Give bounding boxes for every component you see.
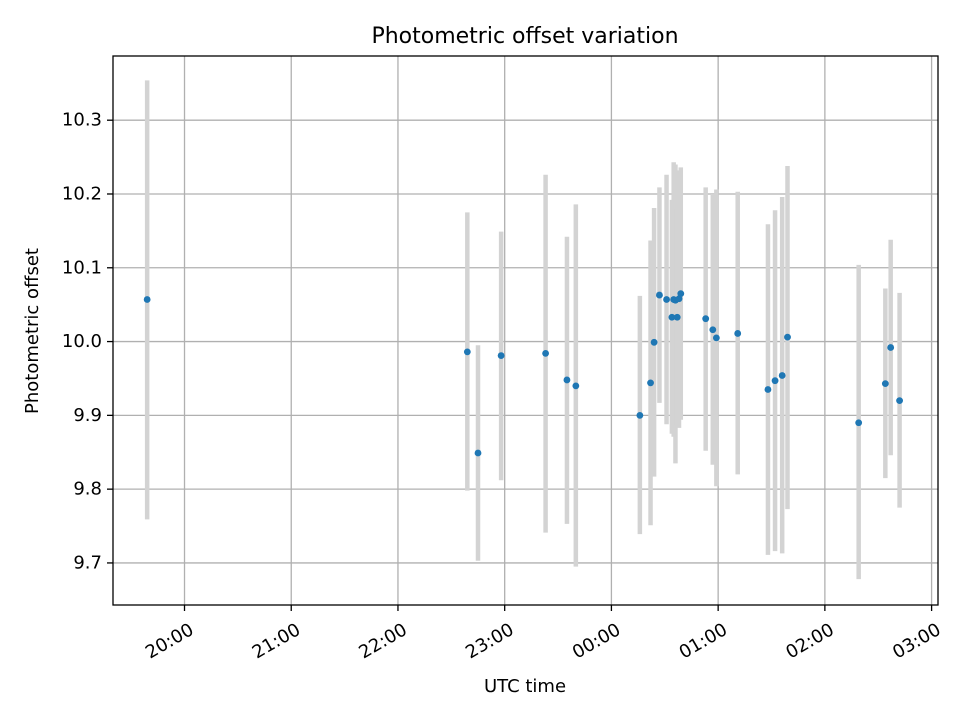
data-point — [855, 419, 863, 427]
y-tick-label: 9.9 — [73, 405, 102, 426]
data-point — [647, 379, 654, 387]
chart-title: Photometric offset variation — [371, 24, 678, 49]
data-point — [668, 313, 676, 321]
data-point — [784, 333, 791, 341]
data-point — [143, 296, 151, 303]
data-point — [563, 376, 571, 384]
data-point — [650, 338, 658, 346]
data-point — [572, 382, 580, 390]
data-point — [677, 290, 685, 298]
data-point — [497, 352, 505, 359]
plot-frame — [112, 55, 939, 606]
data-point — [712, 334, 720, 342]
data-point — [778, 372, 786, 379]
data-point — [656, 291, 663, 299]
data-point — [764, 386, 772, 393]
data-point — [474, 449, 482, 457]
data-point — [709, 326, 717, 334]
data-point — [702, 315, 710, 323]
y-tick-label: 10.3 — [62, 110, 102, 131]
data-point — [542, 349, 550, 357]
x-axis-label: UTC time — [484, 676, 566, 697]
data-point — [734, 330, 742, 337]
grid — [113, 56, 938, 605]
y-tick-label: 10.1 — [62, 257, 102, 278]
data-point — [896, 397, 903, 405]
data-point — [636, 411, 644, 419]
y-axis-label: Photometric offset — [22, 248, 43, 414]
y-tick-label: 10.0 — [62, 331, 102, 352]
y-axis-ticks: 9.7 9.8 9.9 10.0 10.1 10.2 10.3 — [62, 110, 113, 573]
y-tick-label: 9.8 — [73, 479, 102, 500]
data-point — [771, 377, 779, 385]
data-point — [673, 313, 681, 321]
data-point — [887, 344, 895, 351]
data-point — [463, 348, 471, 356]
y-tick-label: 9.7 — [73, 552, 102, 573]
y-tick-label: 10.2 — [62, 183, 102, 204]
data-point — [881, 380, 889, 388]
data-point — [675, 295, 683, 303]
data-points — [143, 290, 903, 457]
data-point — [663, 296, 670, 303]
